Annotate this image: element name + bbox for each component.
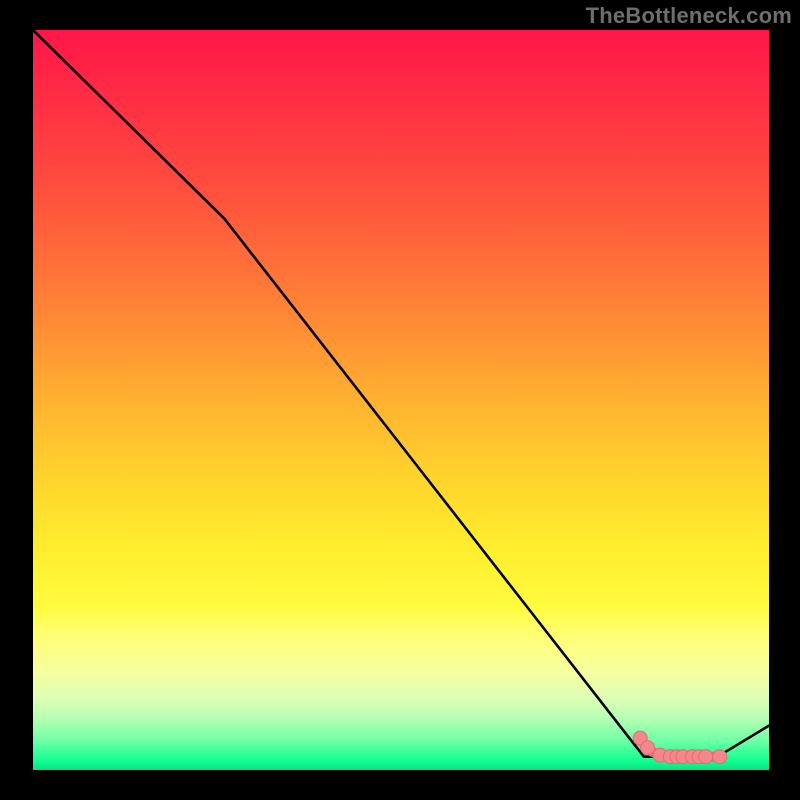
- plot-area: [33, 30, 769, 770]
- chart-svg: [33, 30, 769, 770]
- chart-container: TheBottleneck.com: [0, 0, 800, 800]
- watermark-text: TheBottleneck.com: [586, 3, 792, 29]
